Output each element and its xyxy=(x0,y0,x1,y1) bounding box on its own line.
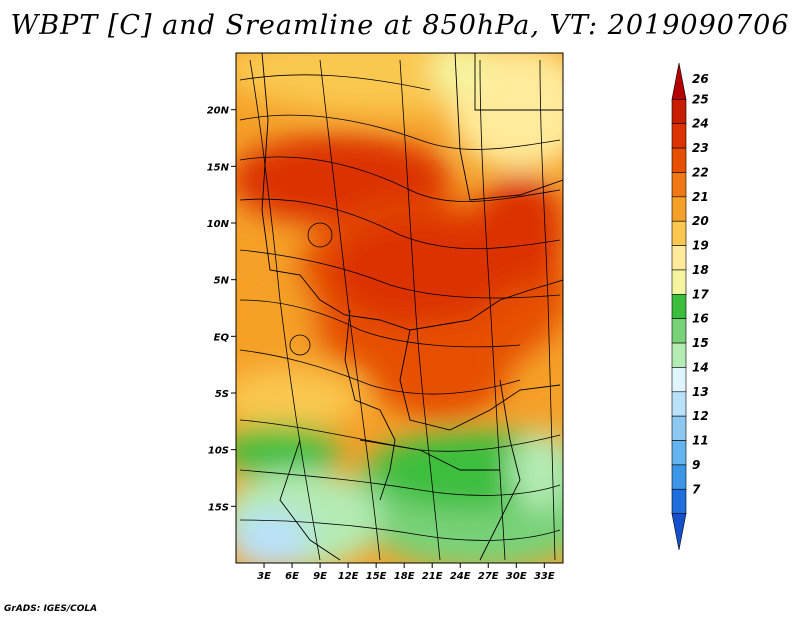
longitude-axis: 3E 6E 9E 12E 15E 18E 21E 24E 27E 30E 33E xyxy=(257,563,555,582)
colorbar-swatch xyxy=(671,440,687,466)
lon-tick-label: 21E xyxy=(422,571,443,582)
colorbar-label: 19 xyxy=(692,239,709,253)
colorbar-label: 24 xyxy=(692,117,709,131)
colorbar-swatch xyxy=(671,269,687,295)
colorbar-swatch xyxy=(671,391,687,417)
lon-tick-label: 12E xyxy=(338,571,359,582)
lon-tick-label: 15E xyxy=(366,571,387,582)
lat-tick-label: EQ xyxy=(214,332,230,343)
lon-tick-label: 6E xyxy=(285,571,299,582)
country-borders xyxy=(261,53,563,561)
colorbar-swatch xyxy=(671,62,687,100)
colorbar-label: 21 xyxy=(692,190,709,204)
map-frame xyxy=(235,52,564,564)
lon-tick-label: 9E xyxy=(313,571,327,582)
colorbar-label: 14 xyxy=(692,360,709,374)
colorbar-swatch xyxy=(671,367,687,393)
colorbar-label: 12 xyxy=(692,409,709,423)
lat-tick-label: 10N xyxy=(207,219,230,230)
lat-tick-label: 5N xyxy=(214,276,230,287)
colorbar-label: 9 xyxy=(692,458,700,472)
colorbar-label: 23 xyxy=(692,141,709,155)
colorbar-swatch xyxy=(671,342,687,368)
colorbar-label: 17 xyxy=(692,287,709,301)
colorbar-swatch xyxy=(671,99,687,125)
colorbar-swatch xyxy=(671,196,687,222)
colorbar-swatch xyxy=(671,172,687,198)
colorbar-label: 25 xyxy=(692,92,709,106)
colorbar-label: 18 xyxy=(692,263,709,277)
colorbar-swatch xyxy=(671,123,687,149)
colorbar-label: 16 xyxy=(692,312,709,326)
colorbar-swatch xyxy=(671,245,687,271)
colorbar-swatch xyxy=(671,415,687,441)
lon-tick-label: 27E xyxy=(478,571,499,582)
lat-tick-label: 10S xyxy=(208,446,229,457)
colorbar-swatch xyxy=(671,318,687,344)
colorbar-swatch xyxy=(671,220,687,246)
colorbar-swatch xyxy=(671,294,687,319)
colorbar-swatch xyxy=(671,488,687,514)
map-title: WBPT [C] and Sreamline at 850hPa, VT: 20… xyxy=(10,10,790,41)
lon-tick-label: 3E xyxy=(257,571,271,582)
colorbar-label: 20 xyxy=(692,214,709,228)
colorbar-label: 13 xyxy=(692,385,709,399)
colorbar-label: 26 xyxy=(692,72,709,86)
grads-credit: GrADS: IGES/COLA xyxy=(4,604,98,614)
colorbar-label: 22 xyxy=(692,165,709,179)
lon-tick-label: 24E xyxy=(450,571,471,582)
colorbar-swatch xyxy=(671,464,687,490)
lat-tick-label: 5S xyxy=(215,389,229,400)
colorbar-swatch xyxy=(671,513,687,551)
lat-tick-label: 15S xyxy=(208,502,229,513)
latitude-axis: 20N 15N 10N 5N EQ 5S 10S 15S xyxy=(207,106,236,513)
streamlines xyxy=(239,59,561,561)
lon-tick-label: 33E xyxy=(534,571,555,582)
lat-tick-label: 20N xyxy=(207,106,230,117)
lon-tick-label: 18E xyxy=(394,571,415,582)
lon-tick-label: 30E xyxy=(506,571,527,582)
colorbar-label: 7 xyxy=(692,482,701,496)
colorbar-label: 11 xyxy=(692,434,709,448)
colorbar-label: 15 xyxy=(692,336,709,350)
colorbar-swatch xyxy=(671,147,687,173)
colorbar: 26 25 24 23 22 21 20 19 18 17 16 15 14 13 12 11 9 7 xyxy=(671,62,709,551)
lat-tick-label: 15N xyxy=(207,162,230,173)
